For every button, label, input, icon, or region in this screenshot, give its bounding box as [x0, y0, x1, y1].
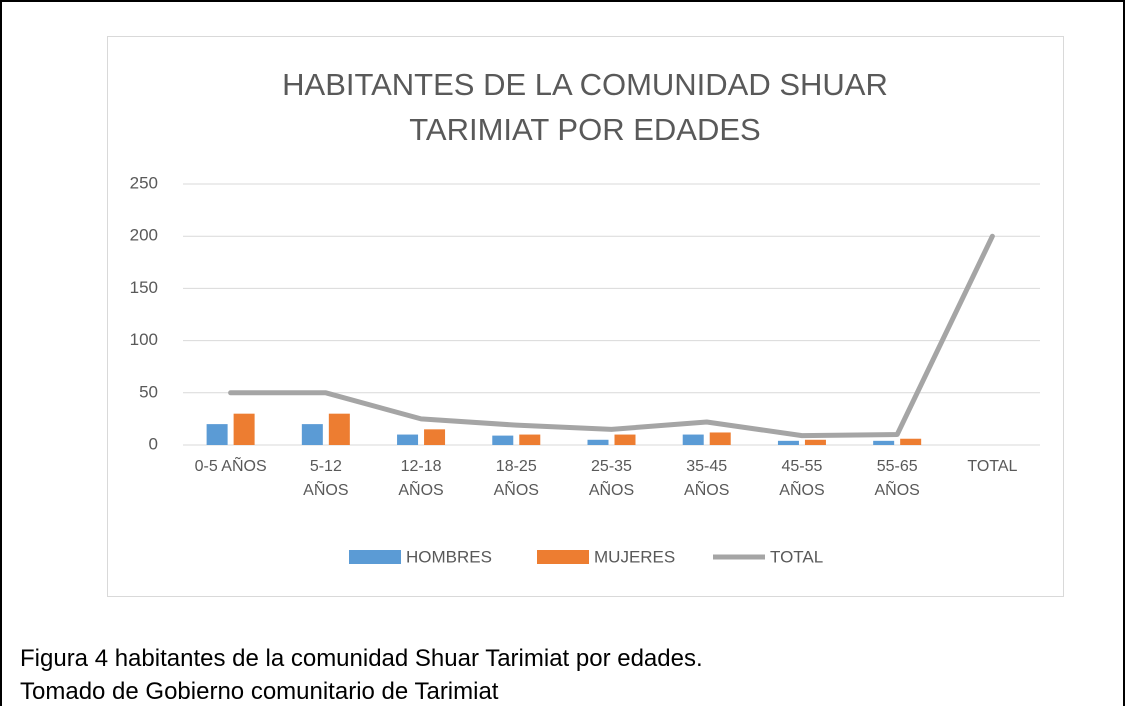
x-tick-label: 35-45 AÑOS [684, 458, 730, 499]
bar [233, 413, 255, 445]
x-tick-label: 12-18 AÑOS [398, 458, 444, 499]
y-tick-label: 0 [149, 434, 158, 453]
caption: Tomado de Gobierno comunitario de Tarimi… [20, 678, 499, 705]
x-tick-label: 55-65 AÑOS [874, 458, 920, 499]
bar [682, 434, 704, 445]
bar [206, 424, 228, 445]
chart-area [107, 36, 1064, 597]
bar [804, 439, 826, 445]
y-tick-label: 200 [130, 226, 158, 245]
legend-label: HOMBRES [406, 547, 492, 566]
y-tick-label: 50 [139, 382, 158, 401]
legend-label: MUJERES [594, 547, 675, 566]
x-tick-label: 18-25 AÑOS [493, 458, 539, 499]
y-tick-label: 250 [130, 173, 158, 192]
x-tick-label: TOTAL [967, 458, 1018, 475]
x-tick-label: 5-12 AÑOS [303, 458, 349, 499]
y-tick-label: 150 [130, 278, 158, 297]
legend-label: TOTAL [770, 547, 823, 566]
bar [519, 434, 541, 445]
bar [492, 435, 514, 445]
bar [397, 434, 419, 445]
line [228, 233, 995, 439]
bar [777, 440, 799, 445]
x-tick-label: 45-55 AÑOS [779, 458, 825, 499]
legend-swatch [349, 550, 401, 564]
legend-swatch [537, 550, 589, 564]
bar [873, 440, 895, 445]
bar [328, 413, 350, 445]
x-tick-label: 25-35 AÑOS [588, 458, 635, 499]
chart-title: HABITANTES DE LA COMUNIDAD SHUAR TARIMIA… [282, 67, 888, 147]
bar [900, 438, 922, 445]
y-tick-label: 100 [130, 330, 158, 349]
bar [614, 434, 636, 445]
x-tick-label: 0-5 AÑOS [194, 458, 267, 475]
bar [587, 439, 609, 445]
bar [424, 429, 446, 445]
bar [709, 432, 731, 445]
caption: Figura 4 habitantes de la comunidad Shua… [20, 645, 703, 672]
bar [301, 424, 323, 445]
